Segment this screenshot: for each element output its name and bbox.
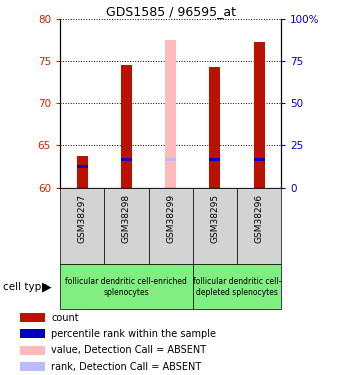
Bar [104,188,149,264]
Text: GSM38298: GSM38298 [122,194,131,243]
Bar [209,67,221,188]
Bar [209,158,221,161]
Bar [20,313,45,322]
Bar [165,40,176,188]
Text: value, Detection Call = ABSENT: value, Detection Call = ABSENT [51,345,206,355]
Bar [20,362,45,371]
Bar [20,346,45,355]
Bar [76,156,88,188]
Text: count: count [51,313,79,322]
Text: follicular dendritic cell-
depleted splenocytes: follicular dendritic cell- depleted sple… [193,277,281,297]
Title: GDS1585 / 96595_at: GDS1585 / 96595_at [106,4,236,18]
Bar [165,158,176,160]
Bar [60,264,193,309]
Text: rank, Detection Call = ABSENT: rank, Detection Call = ABSENT [51,362,201,372]
Bar [253,158,265,161]
Text: percentile rank within the sample: percentile rank within the sample [51,329,216,339]
Bar [253,42,265,188]
Bar [121,65,132,188]
Text: GSM38296: GSM38296 [255,194,264,243]
Bar [76,165,88,168]
Text: cell type: cell type [3,282,48,292]
Text: GSM38297: GSM38297 [78,194,87,243]
Bar [149,188,193,264]
Bar [121,158,132,161]
Text: ▶: ▶ [42,280,51,293]
Text: GSM38299: GSM38299 [166,194,175,243]
Bar [237,188,281,264]
Text: follicular dendritic cell-enriched
splenocytes: follicular dendritic cell-enriched splen… [66,277,187,297]
Bar [193,264,281,309]
Bar [60,188,104,264]
Bar [20,330,45,339]
Text: GSM38295: GSM38295 [210,194,220,243]
Bar [193,188,237,264]
